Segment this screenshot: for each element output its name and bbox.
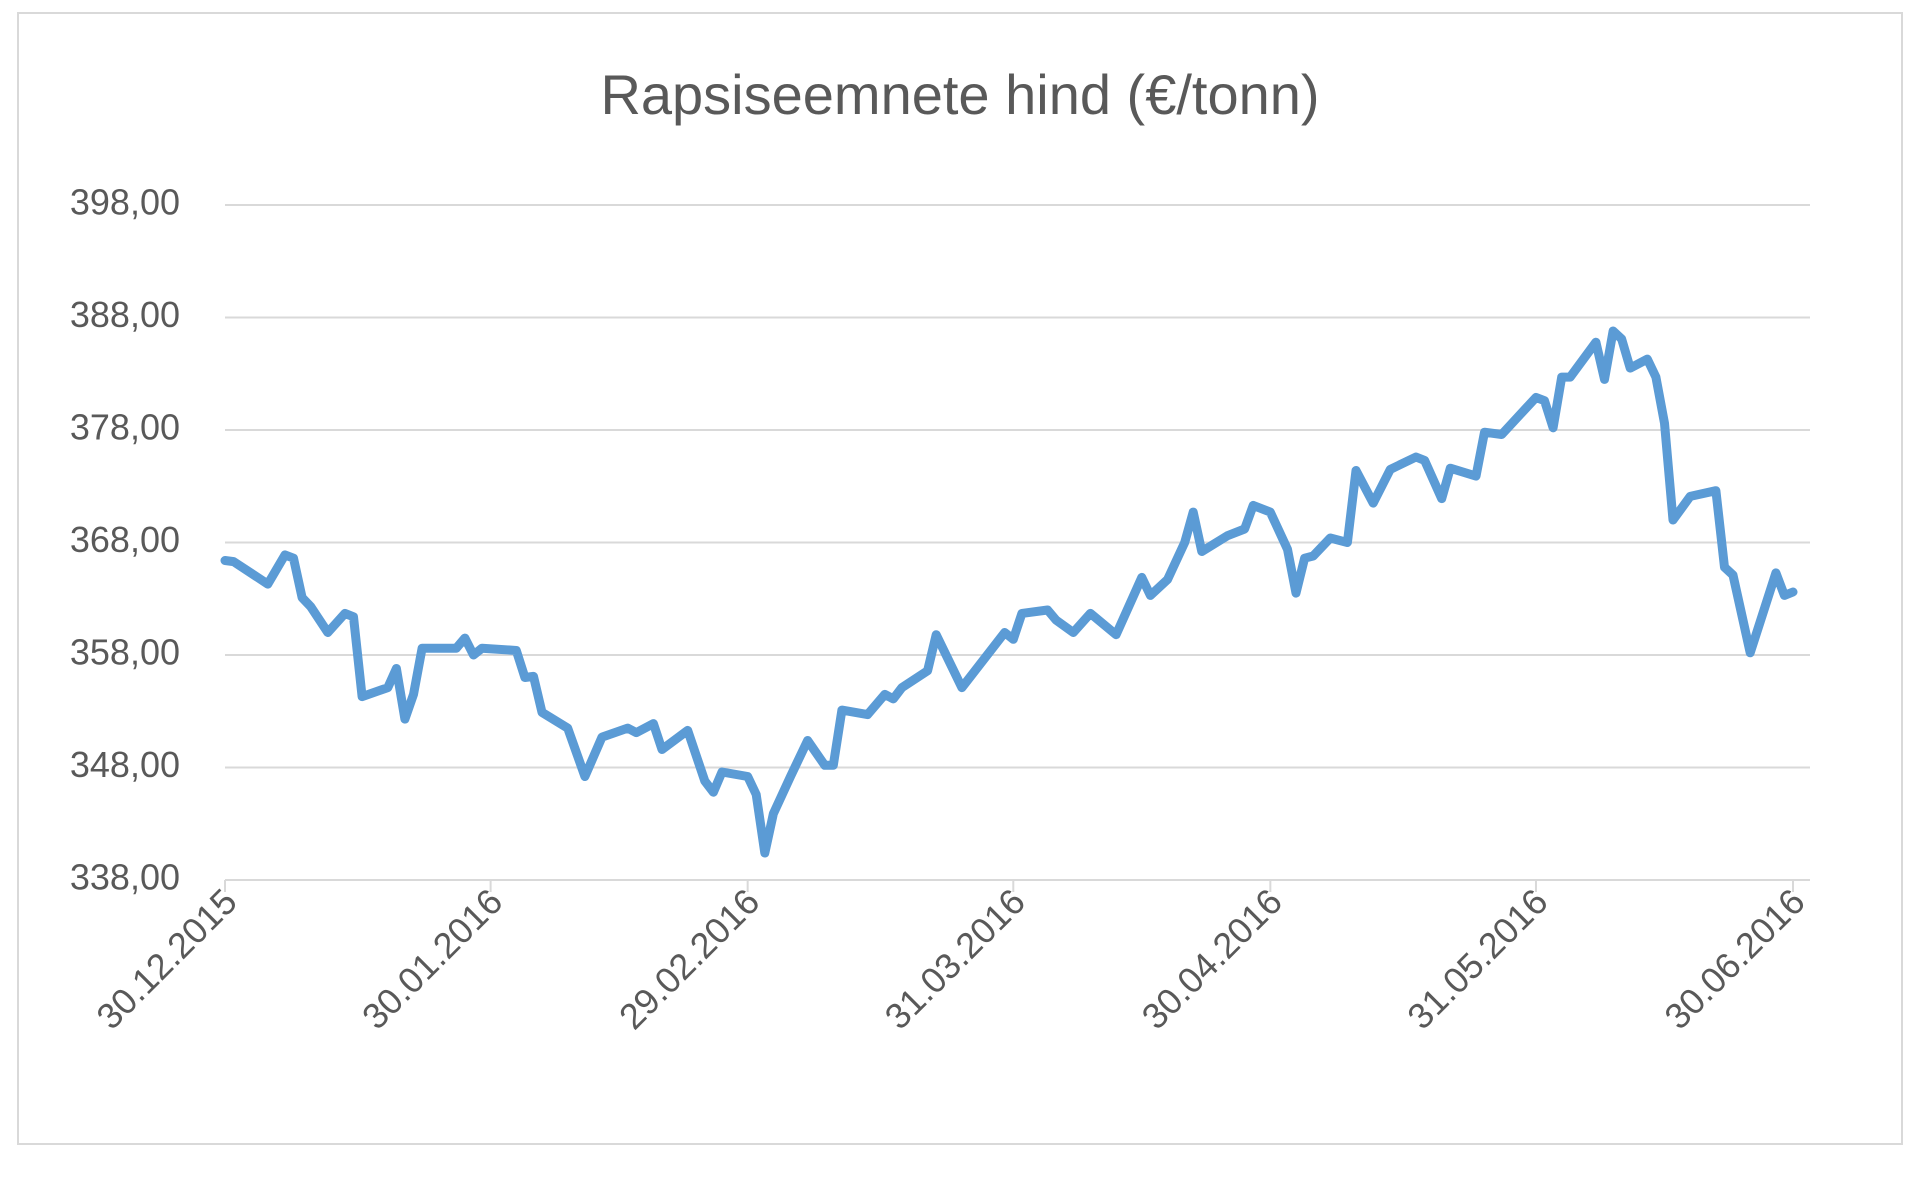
x-tick-label: 31.03.2016 [877,881,1033,1037]
chart-title: Rapsiseemnete hind (€/tonn) [600,63,1320,126]
x-axis: 30.12.2015 30.01.2016 29.02.2016 31.03.2016… [88,880,1813,1037]
y-tick-label: 358,00 [70,632,180,673]
x-tick-label: 30.12.2015 [88,881,244,1037]
y-axis: 398,00 388,00 378,00 368,00 358,00 348,00 338,… [70,182,180,898]
y-tick-label: 378,00 [70,407,180,448]
x-tick-label: 30.01.2016 [354,881,510,1037]
gridlines [225,204,1810,881]
y-tick-label: 338,00 [70,857,180,898]
x-tick-label: 29.02.2016 [611,881,767,1037]
plot-area [220,326,1798,858]
x-tick-label: 30.06.2016 [1656,881,1812,1037]
x-tick-label: 30.04.2016 [1134,881,1290,1037]
x-tick-label: 31.05.2016 [1399,881,1555,1037]
chart-frame [17,12,1903,1145]
y-tick-label: 368,00 [70,519,180,560]
y-tick-label: 348,00 [70,744,180,785]
series-line [220,326,1798,858]
y-tick-label: 388,00 [70,294,180,335]
y-tick-label: 398,00 [70,182,180,223]
